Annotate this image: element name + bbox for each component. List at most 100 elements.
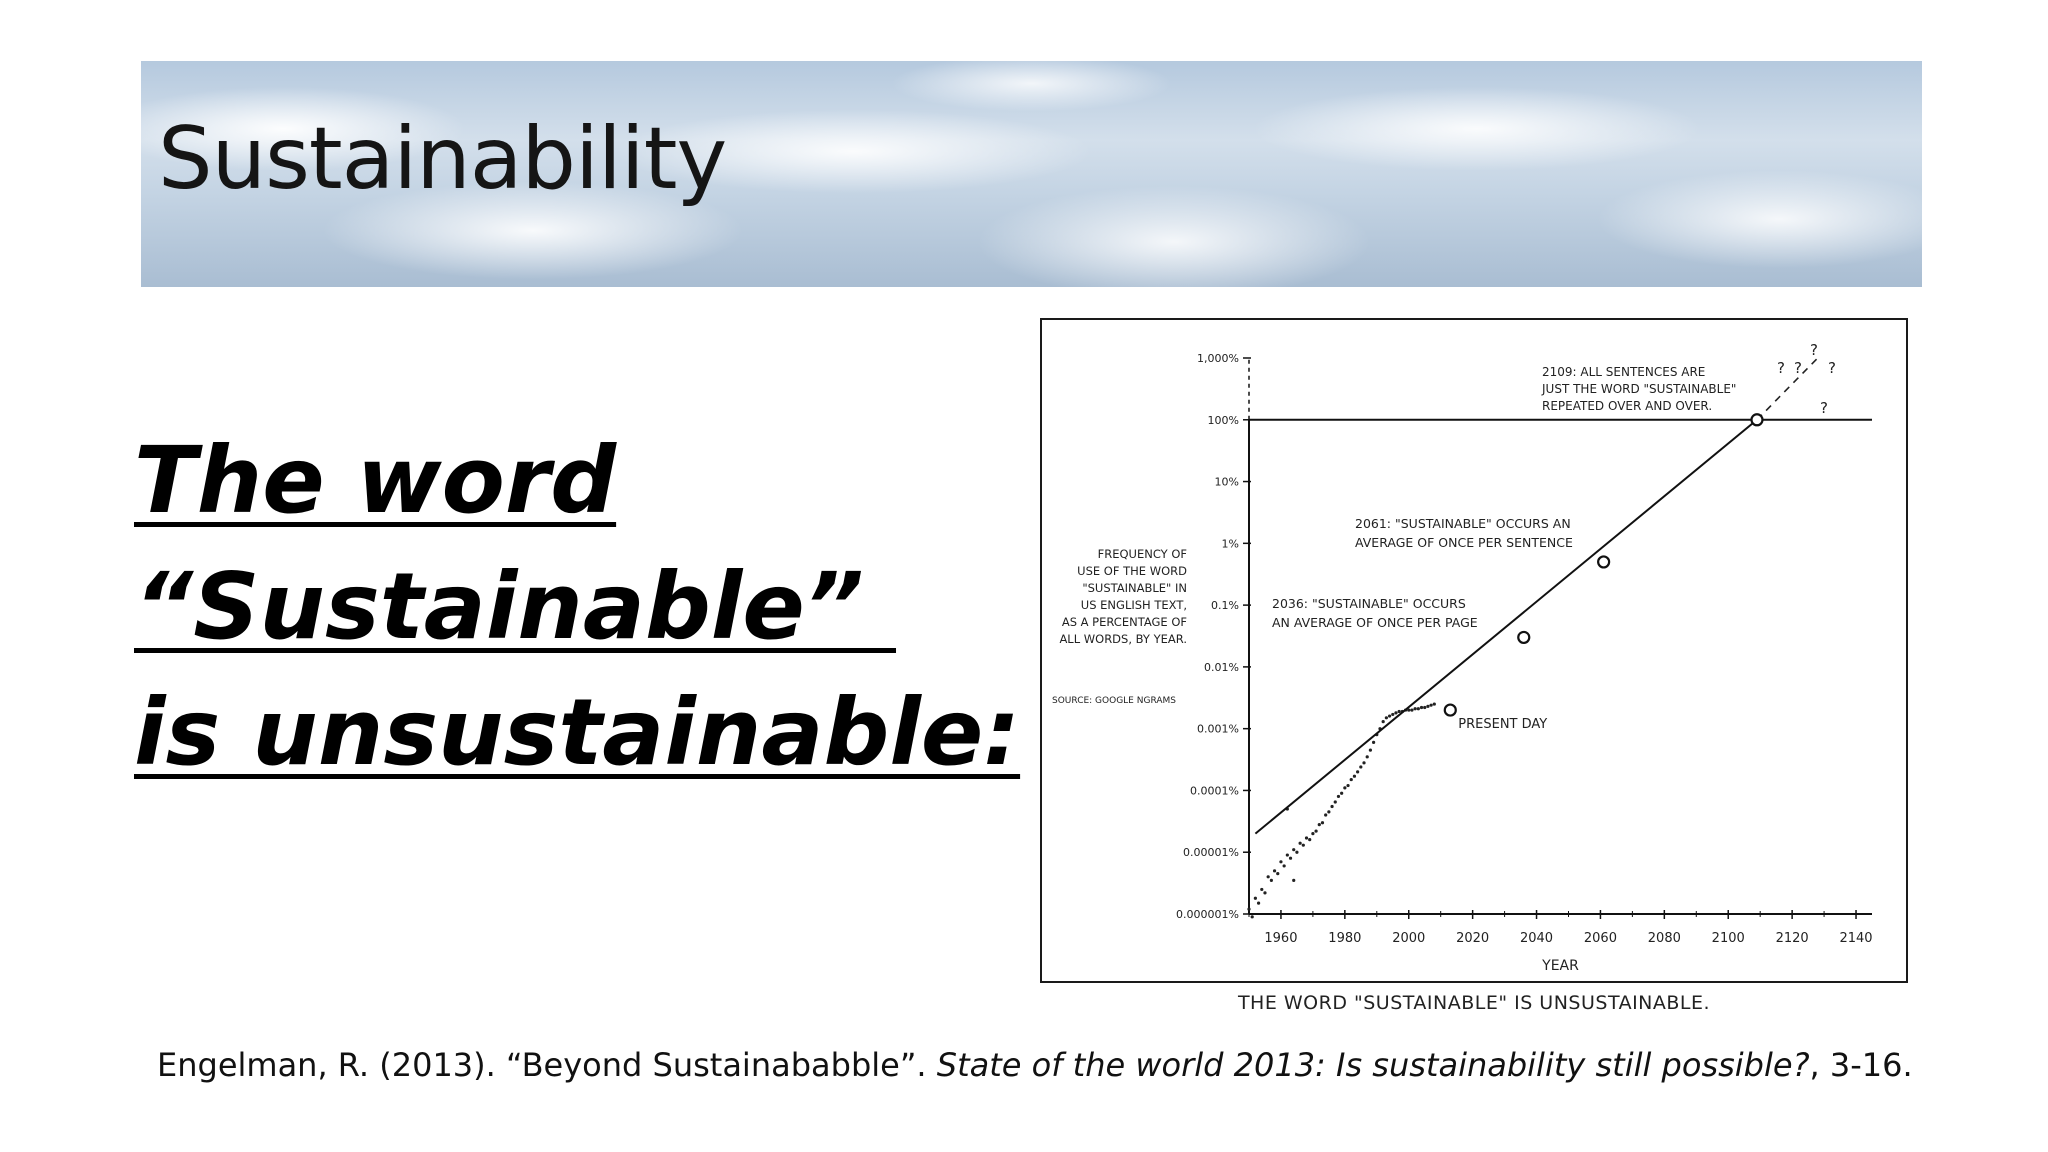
slide-title: Sustainability [158, 109, 727, 209]
data-point [1410, 708, 1414, 712]
data-point [1352, 774, 1357, 778]
data-point [1429, 703, 1433, 707]
data-point [1304, 836, 1309, 840]
trend-line [1254, 419, 1758, 835]
data-point [1269, 878, 1273, 882]
y-tick-label: 1,000% [1197, 352, 1239, 365]
data-point [1416, 707, 1420, 711]
data-point [1340, 791, 1344, 795]
projection-line [1756, 357, 1819, 421]
annotation-2109: 2109: ALL SENTENCES ARE JUST THE WORD "SU… [1541, 365, 1736, 413]
x-tick-label: 1980 [1328, 931, 1361, 946]
data-point [1368, 748, 1373, 752]
y-tick-label: 0.00001% [1183, 846, 1239, 859]
data-point [1324, 813, 1328, 817]
x-tick-label: 2040 [1520, 931, 1553, 946]
data-point [1292, 878, 1296, 882]
y-tick-label: 0.0001% [1190, 784, 1239, 797]
question-mark: ? [1777, 359, 1785, 377]
data-point [1346, 783, 1350, 788]
data-point [1308, 838, 1312, 842]
y-tick-label: 1% [1222, 537, 1239, 550]
data-point [1317, 822, 1321, 827]
data-point [1327, 810, 1331, 814]
annotation-present-day: PRESENT DAY [1458, 717, 1547, 732]
data-point [1263, 891, 1267, 895]
x-tick-label: 2060 [1584, 931, 1617, 946]
y-tick-label: 100% [1208, 414, 1239, 427]
milestone-marker [1517, 630, 1531, 645]
data-point [1295, 850, 1299, 854]
data-point [1356, 770, 1360, 774]
headline: The word “Sustainable” is unsustainable: [134, 427, 1021, 786]
data-point [1298, 841, 1302, 845]
title-banner: Sustainability [141, 61, 1922, 287]
data-point [1285, 853, 1289, 857]
data-point [1266, 875, 1270, 879]
x-tick-label: 2120 [1776, 931, 1809, 946]
annotation-2061: 2061: "SUSTAINABLE" OCCURS AN AVERAGE OF … [1355, 516, 1573, 550]
milestone-marker [1597, 555, 1611, 569]
citation-authors: Engelman, R. (2013). “Beyond Sustainabab… [157, 1046, 937, 1084]
y-tick-label: 0.000001% [1176, 908, 1239, 921]
y-tick-label: 0.01% [1204, 661, 1239, 674]
question-mark: ? [1820, 399, 1828, 417]
data-point [1320, 821, 1325, 825]
data-point [1250, 915, 1254, 919]
data-point [1391, 712, 1395, 717]
milestone-marker [1443, 703, 1457, 717]
data-point [1301, 843, 1305, 847]
data-point [1336, 794, 1341, 799]
data-point [1260, 887, 1264, 892]
data-point [1292, 848, 1296, 852]
x-tick-label: 2000 [1392, 931, 1425, 946]
data-point [1276, 872, 1280, 876]
citation-pages: , 3-16. [1809, 1046, 1913, 1084]
data-point [1279, 860, 1283, 864]
data-point [1426, 704, 1430, 708]
citation-source: State of the world 2013: Is sustainabili… [936, 1046, 1810, 1084]
data-point [1333, 800, 1337, 804]
y-tick-label: 10% [1215, 476, 1239, 489]
data-point [1253, 896, 1257, 900]
x-tick-label: 2080 [1648, 931, 1681, 946]
data-point [1247, 907, 1251, 911]
y-tick-label: 0.1% [1211, 599, 1239, 612]
data-point [1387, 714, 1392, 718]
data-point [1365, 755, 1369, 759]
data-point [1419, 705, 1424, 710]
x-tick-label: 1960 [1264, 931, 1297, 946]
data-point [1384, 716, 1388, 720]
annotation-2036: 2036: "SUSTAINABLE" OCCURS AN AVERAGE OF … [1272, 596, 1478, 630]
data-point [1359, 765, 1363, 769]
data-point [1282, 864, 1286, 868]
chart-caption: THE WORD "SUSTAINABLE" IS UNSUSTAINABLE. [1237, 992, 1711, 1014]
data-point [1397, 709, 1401, 714]
question-mark: ? [1794, 359, 1802, 377]
data-point [1372, 740, 1376, 744]
x-axis-label: YEAR [1541, 958, 1579, 974]
data-point [1314, 829, 1318, 833]
chart-panel: 1,000% 100% 10% 1% 0.1% 0.01% 0.001% 0.0001% 0.0… [1040, 318, 1908, 983]
x-tick-label: 2020 [1456, 931, 1489, 946]
x-tick-label: 2100 [1712, 931, 1745, 946]
data-point [1413, 707, 1417, 711]
data-point [1423, 705, 1427, 710]
data-point [1362, 761, 1366, 765]
data-point [1288, 856, 1293, 860]
data-point [1311, 832, 1315, 836]
y-tick-label: 0.001% [1197, 723, 1239, 736]
y-axis-label: FREQUENCY OF USE OF THE WORD "SUSTAINABLE"… [1059, 547, 1187, 646]
chart-source: SOURCE: GOOGLE NGRAMS [1052, 696, 1176, 706]
data-point [1381, 720, 1385, 724]
citation: Engelman, R. (2013). “Beyond Sustainabab… [157, 1046, 2037, 1084]
x-tick-label: 2140 [1839, 931, 1872, 946]
milestone-marker [1750, 413, 1764, 427]
data-point [1394, 711, 1398, 715]
question-mark: ? [1828, 359, 1836, 377]
chart-svg: 1,000% 100% 10% 1% 0.1% 0.01% 0.001% 0.0001% 0.0… [1052, 341, 1873, 974]
question-mark: ? [1810, 341, 1818, 359]
data-point [1272, 869, 1277, 873]
data-point [1256, 901, 1261, 905]
data-point [1407, 708, 1411, 712]
